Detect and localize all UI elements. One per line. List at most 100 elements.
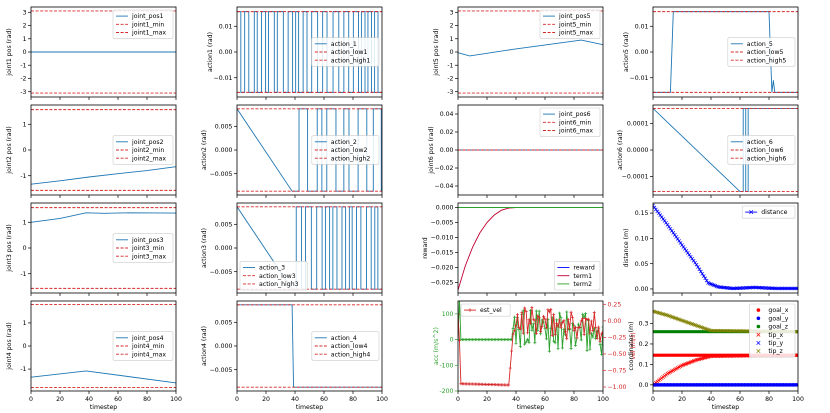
marker-acc <box>514 341 518 345</box>
marker-est_vel <box>511 332 515 336</box>
marker-distance <box>699 269 703 274</box>
marker-tip_y <box>677 383 681 387</box>
marker-distance <box>665 222 670 227</box>
marker-tip_z <box>717 328 722 333</box>
x-tick-label: 60 <box>541 396 549 403</box>
series-group <box>31 207 176 289</box>
marker-distance <box>778 286 783 291</box>
marker-est_vel <box>562 319 566 323</box>
marker-tip_y <box>707 383 712 387</box>
y-tick-label: -2 <box>20 76 26 83</box>
marker-distance <box>685 251 690 255</box>
y-axis-label: joint5 pos (rad) <box>433 28 440 76</box>
legend-label: action_6 <box>747 139 773 146</box>
marker-distance <box>680 243 684 247</box>
marker-tip_y <box>680 383 684 387</box>
marker-distance <box>733 286 738 291</box>
x-tick-label: 20 <box>56 396 64 403</box>
y-tick-label: −0.025 <box>431 280 454 287</box>
marker-est_vel <box>533 318 537 322</box>
x-tick-label: 0 <box>651 396 655 403</box>
marker-distance <box>672 233 677 237</box>
marker-acc <box>553 341 557 345</box>
legend-label: action_1 <box>331 41 357 48</box>
marker-acc <box>601 325 603 329</box>
y-axis-label: distance (m) <box>623 228 630 267</box>
y-tick-label: 0.00 <box>635 49 649 56</box>
legend-box <box>239 261 308 291</box>
marker-acc <box>569 347 573 351</box>
marker-tip_y <box>684 383 689 387</box>
marker-est_vel <box>600 332 603 336</box>
legend-box <box>112 331 174 361</box>
marker-distance <box>696 265 700 269</box>
y-tick-label: 3 <box>23 9 27 16</box>
y-tick-label: 0.05 <box>635 261 649 268</box>
legend-box <box>749 303 796 358</box>
series-line-joint_pos3 <box>31 212 176 223</box>
marker-tip_x <box>719 354 723 358</box>
marker-tip_z <box>716 328 721 333</box>
marker-est_vel <box>566 317 570 321</box>
marker-tip_y <box>767 383 771 387</box>
marker-tip_y <box>778 383 783 387</box>
marker-acc <box>544 337 548 341</box>
marker-tip_y <box>675 383 680 387</box>
marker-tip_y <box>685 383 690 387</box>
marker-tip_x <box>714 354 719 359</box>
legend-label: joint_pos4 <box>131 335 164 342</box>
marker-acc <box>526 337 530 341</box>
y-axis-label: joint4 pos (rad) <box>6 322 13 370</box>
y-tick-label: 0.2 <box>639 341 649 348</box>
marker-tip_y <box>728 383 732 387</box>
marker-acc <box>523 342 527 346</box>
marker-tip_y <box>665 383 670 387</box>
subplot-j5: -3 -2 -1 0 1 2 3 joint5 pos (rad) joint_pos5join… <box>433 6 604 100</box>
marker-distance <box>775 286 780 291</box>
marker-distance <box>667 224 671 229</box>
marker-tip_y <box>733 383 738 387</box>
marker-est_vel <box>589 319 593 323</box>
marker-tip_y <box>696 383 700 387</box>
marker-tip_y <box>672 383 677 387</box>
marker-acc <box>534 309 538 313</box>
legend-label: tip_x <box>768 332 783 339</box>
marker-tip_y <box>701 383 706 387</box>
marker-tip_y <box>751 383 755 387</box>
x-axis-label: timestep <box>712 404 739 411</box>
subplot-ds: 0.00 0.05 0.10 0.15 distance (m) distance <box>623 202 799 296</box>
marker-tip_y <box>759 383 764 387</box>
legend-label: action_high3 <box>259 281 299 288</box>
marker-distance <box>703 276 708 281</box>
marker-tip_z <box>725 328 729 333</box>
marker-distance <box>735 286 739 291</box>
marker-tip_x <box>726 354 731 358</box>
marker-est_vel <box>542 314 546 318</box>
marker-est_vel <box>592 310 596 314</box>
marker-tip_x <box>716 354 721 358</box>
marker-tip_z <box>719 328 723 333</box>
legend-marker <box>756 349 761 354</box>
marker-distance <box>741 286 745 290</box>
marker-est_vel <box>527 318 531 322</box>
x-tick-label: 40 <box>291 396 299 403</box>
y-axis-label: action6 (rad) <box>617 130 624 170</box>
marker-tip_y <box>746 383 751 387</box>
y-tick-label: 0 <box>450 49 454 56</box>
marker-distance <box>762 286 767 290</box>
legend-box <box>112 135 174 165</box>
legend-label: action_high2 <box>331 155 371 162</box>
x-tick-label: 20 <box>262 396 270 403</box>
marker-tip_y <box>762 383 767 387</box>
legend-box <box>539 9 601 39</box>
y-tick-label: -1 <box>20 62 26 69</box>
marker-tip_y <box>768 383 773 387</box>
y-tick-label: −0.0001 <box>622 174 649 181</box>
marker-est_vel <box>582 333 586 337</box>
marker-est_vel <box>547 310 551 314</box>
marker-est_vel <box>572 328 576 332</box>
marker-tip_y <box>710 383 715 387</box>
legend-label: goal_y <box>768 315 788 322</box>
marker-tip_y <box>730 383 735 387</box>
